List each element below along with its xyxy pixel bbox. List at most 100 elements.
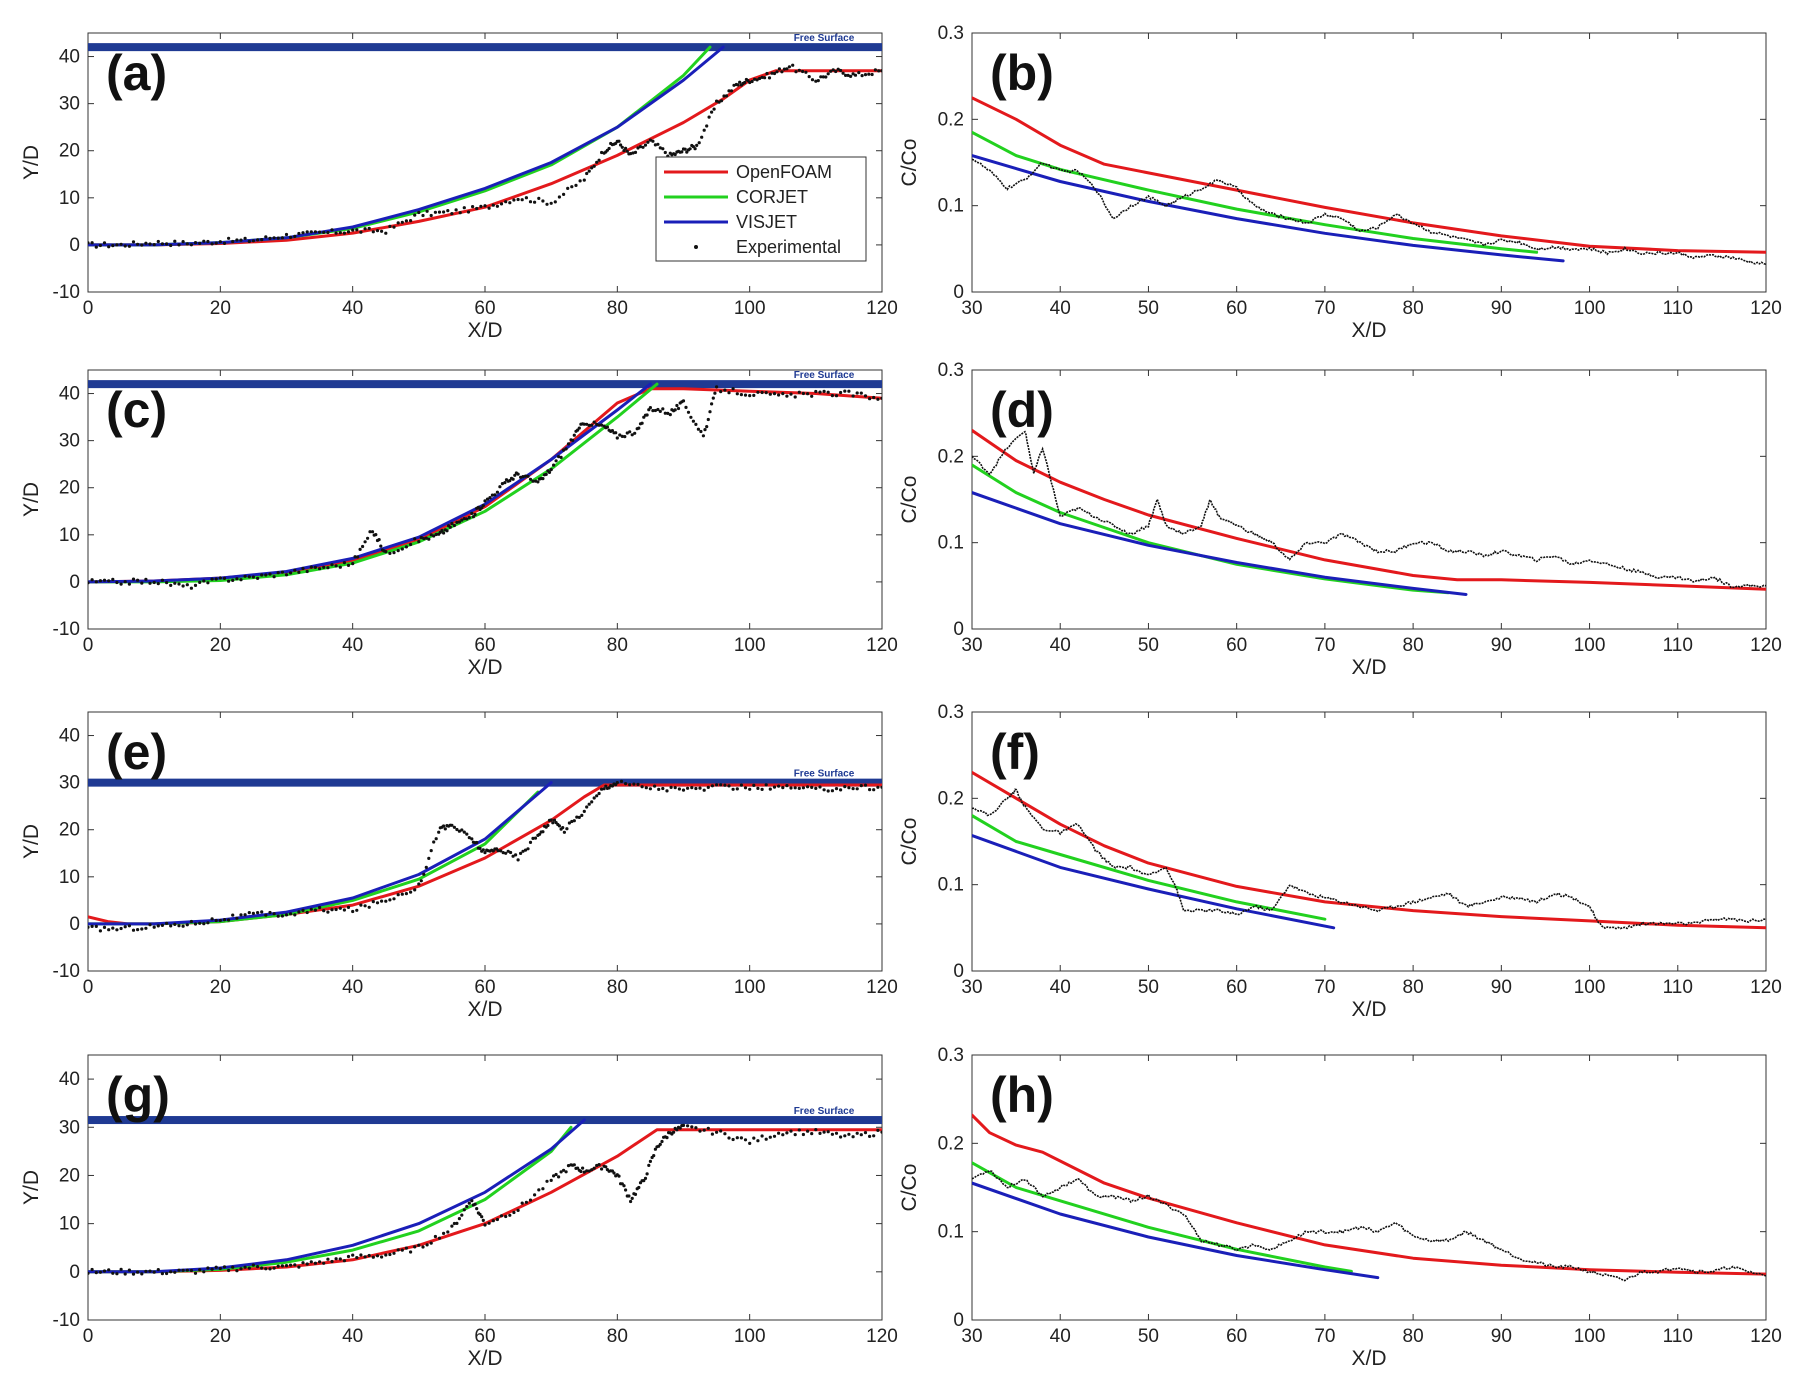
experimental-point xyxy=(506,849,510,853)
experimental-point xyxy=(457,1217,461,1221)
experimental-point xyxy=(620,145,624,149)
experimental-point xyxy=(855,787,859,791)
experimental-point xyxy=(227,1268,231,1273)
experimental-point xyxy=(289,571,293,575)
experimental-point xyxy=(715,385,719,389)
experimental-point xyxy=(301,908,305,913)
experimental-point xyxy=(454,208,458,212)
series-visjet xyxy=(88,1118,586,1274)
experimental-point xyxy=(698,786,702,790)
experimental-point xyxy=(847,1132,851,1136)
series-corjet xyxy=(972,130,1539,254)
experimental-point xyxy=(326,1257,330,1261)
experimental-point xyxy=(562,448,566,452)
experimental-point xyxy=(98,929,102,933)
experimental-point xyxy=(413,213,417,217)
y-tick-label: 0.3 xyxy=(938,360,964,381)
experimental-point xyxy=(706,785,710,790)
x-tick-label: 80 xyxy=(607,1326,628,1347)
x-tick-label: 70 xyxy=(1314,635,1335,656)
experimental-point xyxy=(678,1126,682,1130)
experimental-point xyxy=(111,244,115,248)
experimental-point xyxy=(531,479,535,483)
experimental-point xyxy=(496,849,500,853)
experimental-point xyxy=(658,146,662,150)
experimental-point xyxy=(715,99,719,103)
experimental-point xyxy=(467,515,471,520)
experimental-point xyxy=(160,242,164,246)
experimental-point xyxy=(136,578,140,582)
experimental-point xyxy=(88,581,90,585)
experimental-point xyxy=(797,68,801,72)
experimental-point xyxy=(107,928,111,932)
experimental-point xyxy=(227,918,231,922)
experimental-point xyxy=(173,581,177,585)
experimental-point xyxy=(478,846,482,851)
experimental-point xyxy=(370,530,375,534)
experimental-point xyxy=(392,1251,396,1255)
experimental-point xyxy=(570,819,574,824)
series-openfoam xyxy=(972,96,1766,254)
experimental-point xyxy=(739,393,744,397)
experimental-point xyxy=(342,1259,346,1263)
experimental-point xyxy=(723,783,727,787)
experimental-point xyxy=(806,392,810,396)
experimental-point xyxy=(425,209,429,213)
experimental-point xyxy=(868,788,872,792)
experimental-point xyxy=(330,228,334,232)
experimental-point xyxy=(706,417,710,422)
experimental-point xyxy=(127,582,131,586)
x-tick-label: 100 xyxy=(1574,635,1606,656)
experimental-point xyxy=(677,787,682,791)
experimental-point xyxy=(614,431,618,435)
experimental-point xyxy=(520,198,524,202)
experimental-point xyxy=(119,582,123,586)
experimental-point xyxy=(284,232,289,237)
experimental-point xyxy=(322,230,326,234)
experimental-point xyxy=(521,475,525,479)
panel-label: (h) xyxy=(990,1067,1054,1123)
experimental-point xyxy=(727,391,731,395)
experimental-point xyxy=(628,430,632,434)
experimental-point xyxy=(604,1165,608,1169)
experimental-point xyxy=(681,399,686,403)
experimental-point xyxy=(462,517,466,521)
experimental-point xyxy=(193,241,198,245)
experimental-point xyxy=(781,392,785,396)
series-openfoam xyxy=(972,770,1766,930)
experimental-point xyxy=(301,566,305,571)
experimental-point xyxy=(819,75,823,79)
experimental-point xyxy=(797,1128,801,1132)
experimental-point xyxy=(880,785,882,789)
experimental-point xyxy=(388,898,392,902)
experimental-point xyxy=(578,179,582,183)
experimental-point xyxy=(562,1168,566,1172)
experimental-point xyxy=(272,236,276,240)
experimental-point xyxy=(538,832,542,836)
x-tick-label: 50 xyxy=(1138,1326,1159,1347)
experimental-point xyxy=(102,1269,107,1273)
experimental-point xyxy=(561,826,565,830)
experimental-point xyxy=(641,145,645,149)
experimental-point xyxy=(703,428,707,432)
experimental-point xyxy=(493,493,497,497)
experimental-point xyxy=(685,150,689,154)
x-tick-label: 90 xyxy=(1491,635,1512,656)
experimental-point xyxy=(863,394,868,398)
experimental-point xyxy=(636,146,640,150)
x-axis-title: X/D xyxy=(467,656,502,679)
experimental-point xyxy=(470,1199,474,1203)
y-tick-label: 0.1 xyxy=(938,875,964,896)
experimental-point xyxy=(859,391,863,395)
y-tick-label: 0.2 xyxy=(938,1133,964,1154)
experimental-point xyxy=(214,577,218,581)
experimental-point xyxy=(552,818,557,822)
experimental-point xyxy=(417,540,421,544)
experimental-point xyxy=(686,410,691,414)
experimental-point xyxy=(780,70,784,74)
experimental-point xyxy=(177,243,181,247)
experimental-point xyxy=(857,71,861,75)
experimental-point xyxy=(462,830,466,834)
experimental-point xyxy=(123,244,127,248)
